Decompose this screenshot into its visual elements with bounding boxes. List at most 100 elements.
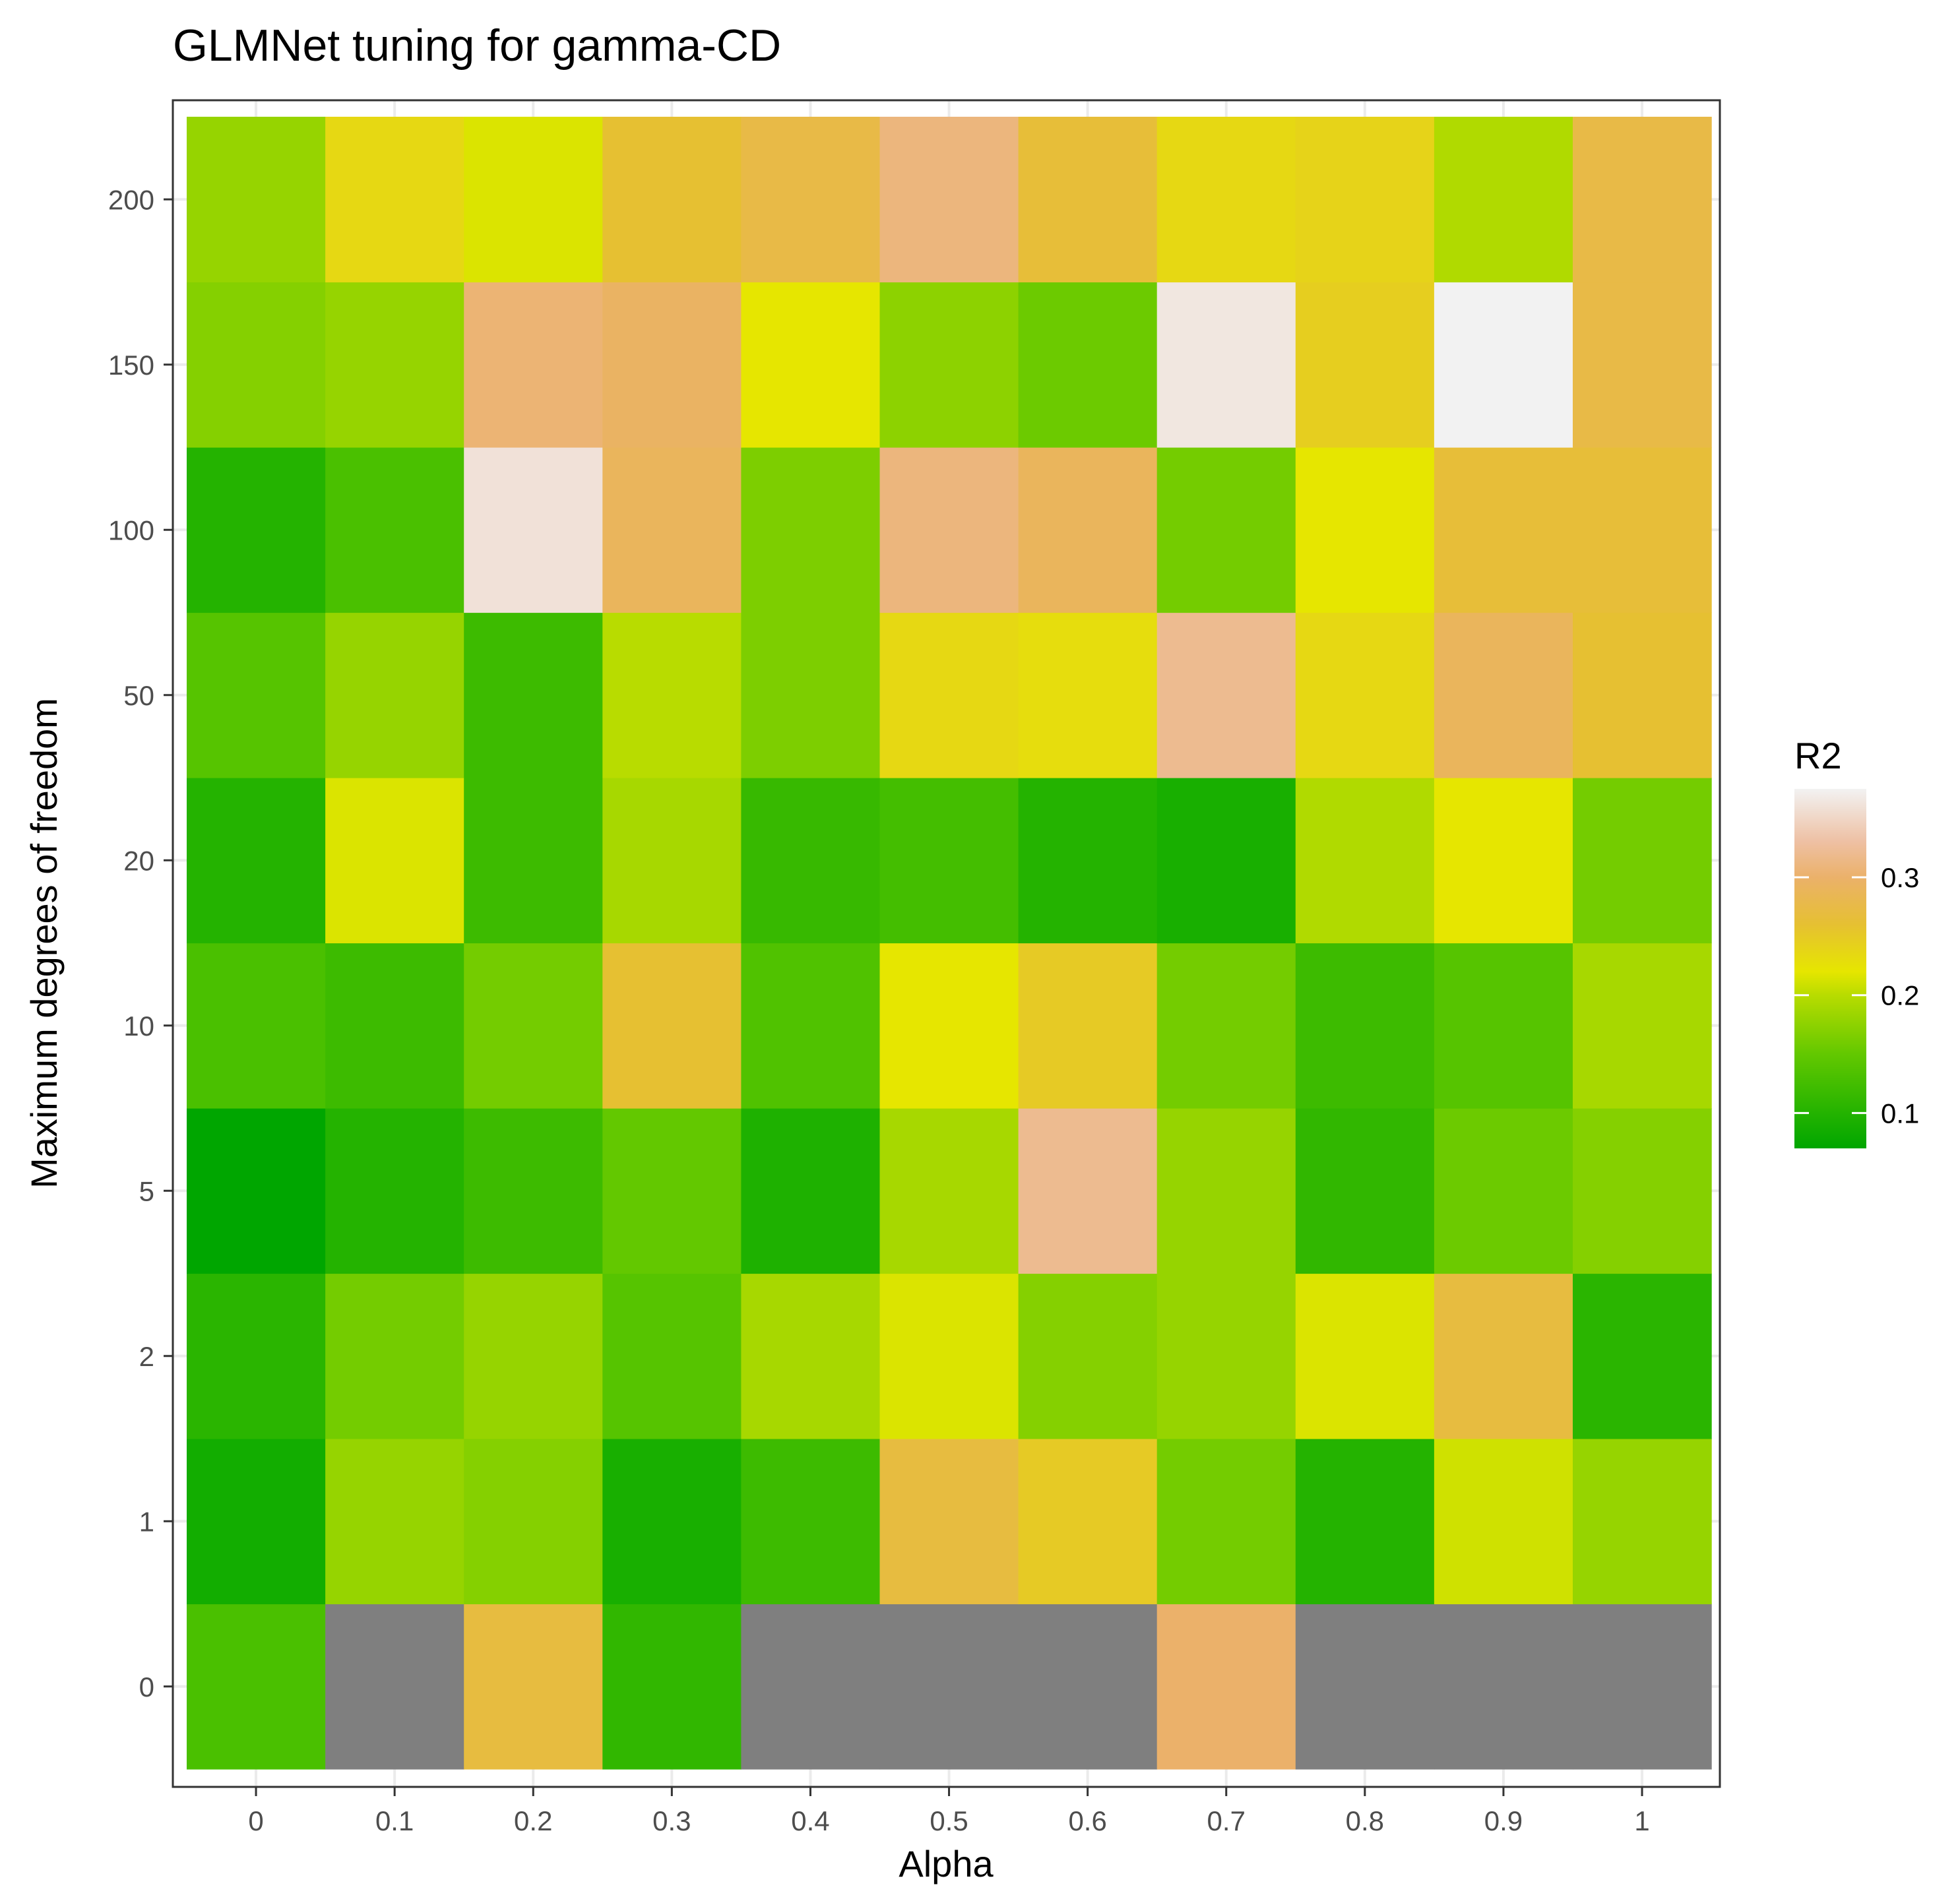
legend: R2 0.1 0.2 0.3 [1794, 735, 1919, 1148]
heatmap-cell [187, 1108, 326, 1274]
heatmap-cell [602, 1108, 742, 1274]
heatmap-cell [1434, 1273, 1573, 1439]
heatmap-cell [741, 447, 881, 613]
heatmap-cell [187, 943, 326, 1109]
y-tick-label: 10 [123, 1011, 154, 1042]
heatmap-cell [741, 117, 881, 283]
heatmap-cell [879, 778, 1019, 944]
y-tick-label: 1 [139, 1506, 154, 1537]
heatmap-cell [187, 778, 326, 944]
heatmap-cell [1434, 1439, 1573, 1605]
legend-colorbar [1794, 789, 1866, 1148]
heatmap-cell [1156, 1604, 1296, 1770]
heatmap-cell [1573, 943, 1712, 1109]
heatmap-cell [1156, 1108, 1296, 1274]
heatmap-cell [325, 282, 464, 448]
x-tick-label: 0.9 [1484, 1805, 1523, 1836]
x-tick-label: 0.7 [1207, 1805, 1246, 1836]
heatmap-cell [1573, 447, 1712, 613]
heatmap-cell [1295, 447, 1435, 613]
heatmap-cell [325, 447, 464, 613]
heatmap-cell [187, 282, 326, 448]
heatmap-cell [464, 778, 603, 944]
heatmap-cell [1434, 1604, 1573, 1770]
x-tick-label: 0.4 [791, 1805, 829, 1836]
heatmap-cell [1018, 943, 1158, 1109]
heatmap-cell [187, 1439, 326, 1605]
heatmap-cell [1156, 778, 1296, 944]
heatmap-cell [879, 1439, 1019, 1605]
heatmap-cell [187, 117, 326, 283]
heatmap-cell [741, 778, 881, 944]
heatmap-cell [879, 1108, 1019, 1274]
heatmap-cell [464, 117, 603, 283]
heatmap-cell [602, 282, 742, 448]
heatmap-cell [1018, 1604, 1158, 1770]
heatmap-cell [1295, 778, 1435, 944]
heatmap-cell [602, 1273, 742, 1439]
x-tick-label: 1 [1634, 1805, 1649, 1836]
heatmap-cell [1573, 1439, 1712, 1605]
heatmap-cell [741, 1108, 881, 1274]
x-axis-title: Alpha [899, 1843, 994, 1885]
heatmap-cell [879, 1604, 1019, 1770]
heatmap-cell [1018, 447, 1158, 613]
heatmap-cell [1434, 943, 1573, 1109]
heatmap-cell [187, 1604, 326, 1770]
x-tick-label: 0.5 [930, 1805, 968, 1836]
heatmap-cell [1573, 282, 1712, 448]
heatmap-cell [325, 1604, 464, 1770]
y-tick-label: 2 [139, 1341, 154, 1372]
heatmap-cell [1156, 943, 1296, 1109]
heatmap-cell [1573, 117, 1712, 283]
heatmap-cell [1018, 1273, 1158, 1439]
heatmap-cell [602, 1604, 742, 1770]
heatmap-cell [1295, 1604, 1435, 1770]
heatmap-cell [325, 1108, 464, 1274]
heatmap-cell [879, 282, 1019, 448]
heatmap-cell [1018, 117, 1158, 283]
legend-title: R2 [1794, 735, 1842, 776]
heatmap-cell [602, 612, 742, 778]
heatmap-cell [1156, 282, 1296, 448]
heatmap-cell [1018, 1108, 1158, 1274]
heatmap-cell [1434, 447, 1573, 613]
legend-tick-label: 0.3 [1881, 862, 1919, 893]
legend-tick-label: 0.1 [1881, 1098, 1919, 1129]
heatmap-cell [1573, 1604, 1712, 1770]
y-tick-label: 150 [108, 350, 154, 381]
heatmap-cell [1295, 117, 1435, 283]
heatmap-cell [464, 1108, 603, 1274]
heatmap-cell [325, 778, 464, 944]
heatmap-cell [879, 117, 1019, 283]
heatmap-cell [464, 612, 603, 778]
heatmap-cell [1295, 1108, 1435, 1274]
panel-border [172, 99, 1721, 1788]
heatmap-cell [879, 943, 1019, 1109]
x-tick-label: 0.8 [1346, 1805, 1384, 1836]
heatmap-cell [741, 1439, 881, 1605]
legend-ticks: 0.1 0.2 0.3 [1794, 862, 1919, 1129]
y-tick-label: 50 [123, 680, 154, 711]
heatmap-cell [464, 1273, 603, 1439]
heatmap-cell [602, 778, 742, 944]
heatmap-cell [602, 943, 742, 1109]
heatmap-cell [464, 282, 603, 448]
heatmap-cell [1434, 1108, 1573, 1274]
heatmap-cell [464, 1439, 603, 1605]
legend-tick-label: 0.2 [1881, 980, 1919, 1011]
heatmap-cell [1295, 943, 1435, 1109]
heatmap-cell [741, 1273, 881, 1439]
heatmap-cell [1434, 612, 1573, 778]
heatmap-cell [464, 1604, 603, 1770]
heatmap-cells [187, 117, 1712, 1770]
heatmap-cell [325, 612, 464, 778]
heatmap-cell [1156, 117, 1296, 283]
heatmap-cell [602, 117, 742, 283]
heatmap-cell [741, 612, 881, 778]
heatmap-cell [464, 943, 603, 1109]
heatmap-cell [741, 943, 881, 1109]
y-tick-label: 200 [108, 184, 154, 215]
heatmap-cell [1434, 117, 1573, 283]
